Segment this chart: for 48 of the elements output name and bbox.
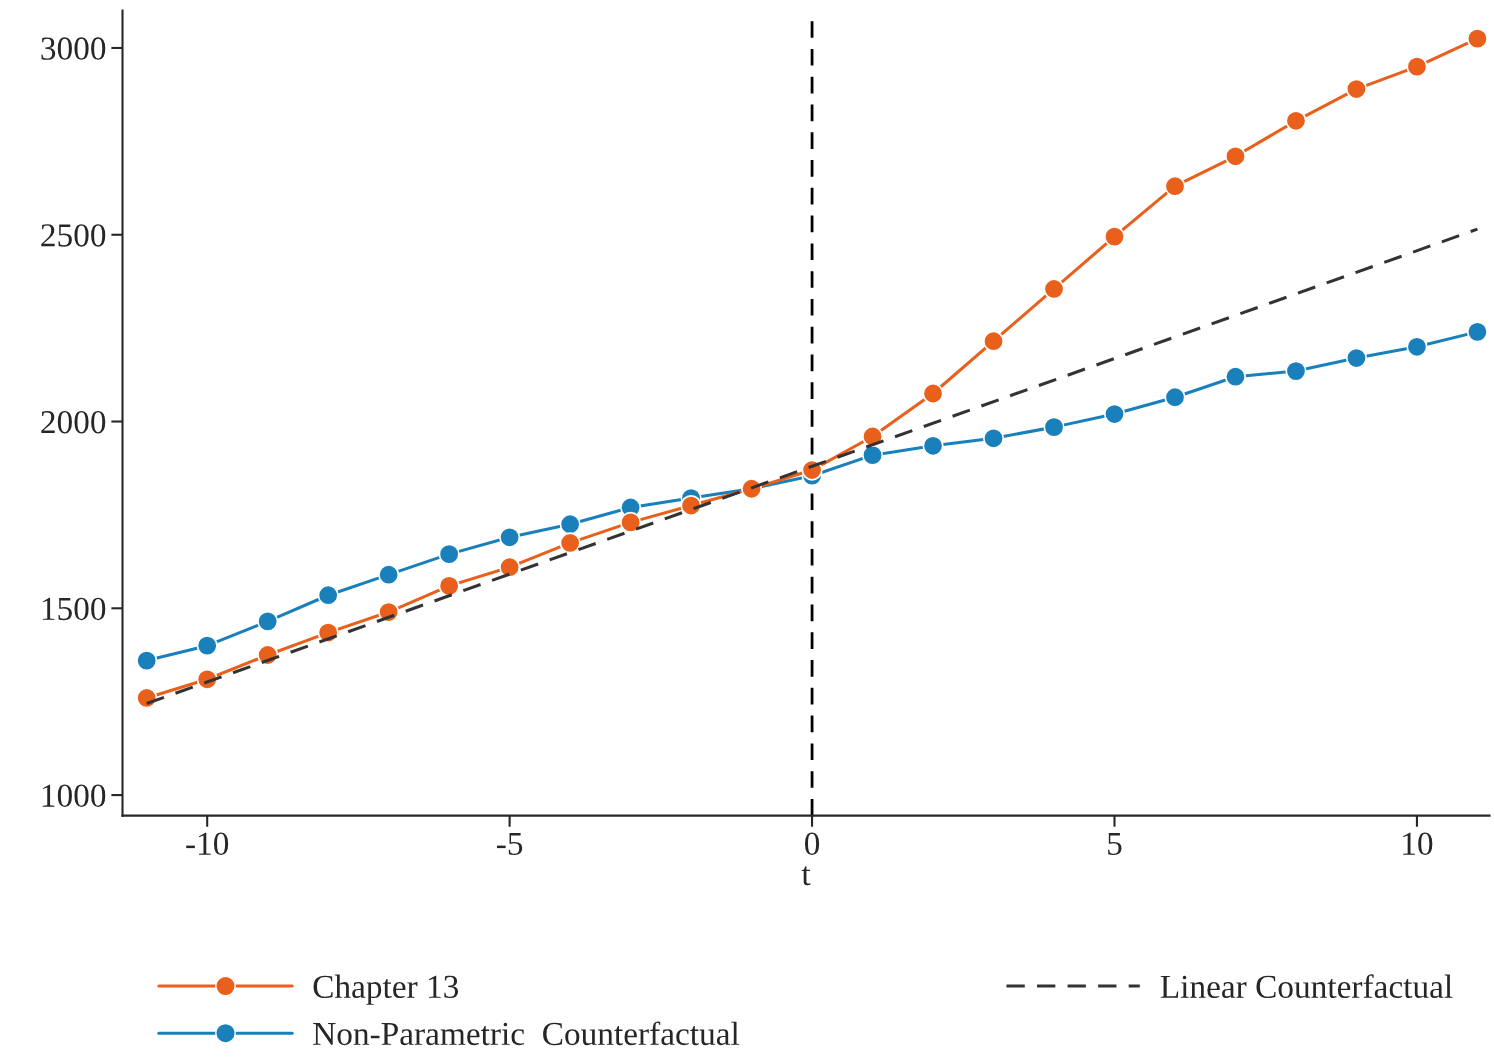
point xyxy=(982,427,1005,449)
point xyxy=(559,532,581,554)
point xyxy=(620,511,642,533)
point xyxy=(1043,278,1065,300)
point xyxy=(1466,321,1488,343)
y-tick-label: 2500 xyxy=(41,224,106,247)
y-tick-label: 1000 xyxy=(42,784,106,807)
point xyxy=(378,564,400,586)
point xyxy=(922,435,944,457)
point xyxy=(257,610,279,632)
point xyxy=(1103,226,1126,248)
point xyxy=(1164,386,1186,408)
point xyxy=(1043,416,1065,438)
x-tick-label: 0 xyxy=(805,832,820,856)
point xyxy=(982,330,1005,352)
point xyxy=(499,556,521,578)
point xyxy=(1285,360,1307,382)
x-axis-title: t xyxy=(801,866,811,886)
legend-label: Chapter 13 xyxy=(313,974,459,1005)
point xyxy=(1164,175,1186,197)
point xyxy=(1345,347,1368,369)
point xyxy=(680,495,702,517)
point xyxy=(196,635,218,657)
point xyxy=(1406,336,1428,358)
point xyxy=(1406,56,1428,78)
point xyxy=(438,575,460,597)
legend-label: Non-Parametric Counterfactual xyxy=(313,1021,740,1046)
x-tick-label: -10 xyxy=(186,832,229,856)
point xyxy=(1466,28,1488,50)
point xyxy=(1224,145,1247,167)
point xyxy=(438,543,460,565)
point xyxy=(317,584,339,606)
point xyxy=(1345,78,1368,100)
legend-label: Linear Counterfactual xyxy=(1160,974,1453,999)
point xyxy=(1103,403,1126,425)
x-tick-label: 5 xyxy=(1108,832,1122,856)
point xyxy=(861,444,884,466)
point xyxy=(499,526,521,548)
point xyxy=(922,382,944,405)
y-tick-label: 1500 xyxy=(42,597,106,621)
x-tick-label: 10 xyxy=(1403,832,1433,856)
point xyxy=(1224,366,1247,388)
point xyxy=(559,513,581,535)
y-tick-label: 3000 xyxy=(41,37,106,60)
point xyxy=(136,650,158,672)
x-tick-label: -5 xyxy=(496,832,523,856)
y-tick-label: 2000 xyxy=(41,410,106,434)
point xyxy=(1285,110,1307,132)
